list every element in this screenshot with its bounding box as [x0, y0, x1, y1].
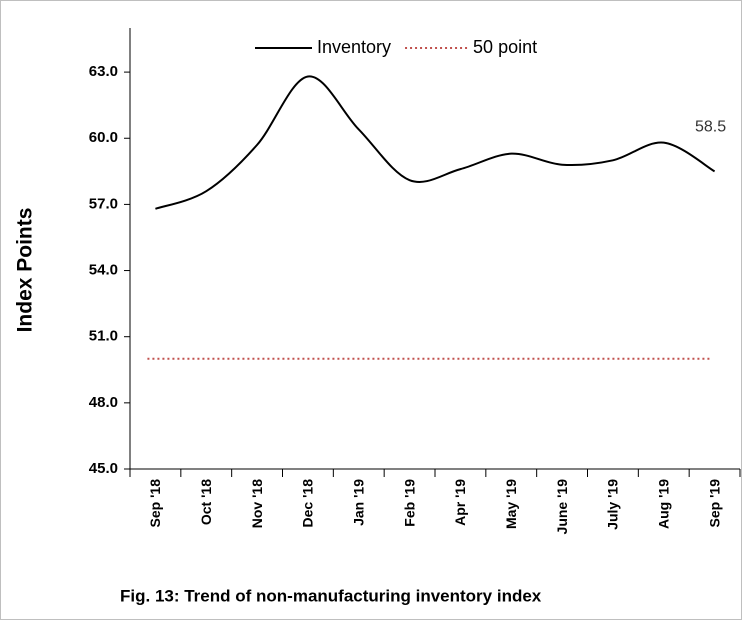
y-axis-label: Index Points — [14, 208, 37, 333]
x-tick-label: Nov '18 — [249, 479, 265, 528]
y-tick-label: 48.0 — [89, 394, 118, 411]
y-tick-label: 45.0 — [89, 460, 118, 477]
y-tick-label: 60.0 — [89, 129, 118, 146]
x-tick-label: Dec '18 — [300, 479, 316, 528]
y-tick-label: 54.0 — [89, 262, 118, 279]
y-tick-label: 63.0 — [89, 63, 118, 80]
x-tick-label: Aug '19 — [655, 479, 671, 529]
data-label: 58.5 — [695, 119, 726, 136]
chart-title: Fig. 13: Trend of non-manufacturing inve… — [120, 586, 542, 605]
x-tick-label: Oct '18 — [198, 479, 214, 525]
x-tick-label: Sep '19 — [706, 479, 722, 528]
y-tick-label: 51.0 — [89, 328, 118, 345]
legend-label: 50 point — [473, 37, 537, 57]
x-tick-label: May '19 — [503, 479, 519, 529]
x-tick-label: June '19 — [554, 479, 570, 535]
y-tick-label: 57.0 — [89, 195, 118, 212]
line-series — [155, 75, 716, 210]
x-tick-label: Jan '19 — [350, 479, 366, 526]
x-tick-label: Feb '19 — [401, 479, 417, 527]
legend-label: Inventory — [317, 37, 391, 57]
x-tick-label: July '19 — [605, 479, 621, 530]
x-tick-label: Sep '18 — [147, 479, 163, 528]
x-tick-label: Apr '19 — [452, 479, 468, 526]
